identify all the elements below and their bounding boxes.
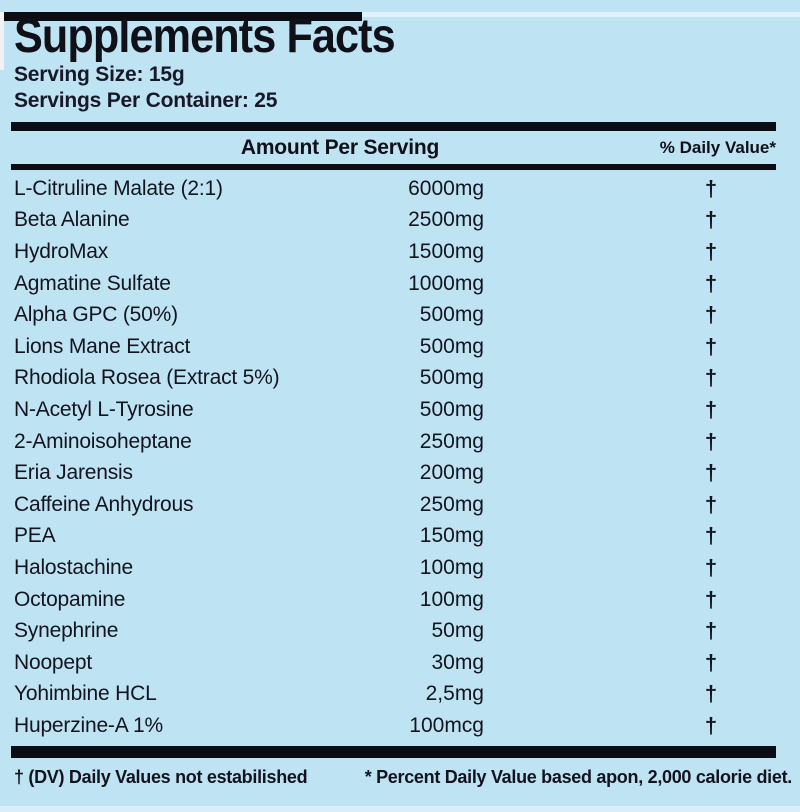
table-row: L-Citruline Malate (2:1) 6000mg †: [14, 173, 776, 205]
separator-bar-top: [11, 122, 776, 131]
ingredient-amount: 50mg: [431, 619, 484, 643]
separator-bar-bottom: [11, 745, 776, 758]
daily-value-dagger: †: [704, 554, 718, 580]
ingredient-amount: 250mg: [419, 429, 484, 453]
ingredient-name: Noopept: [14, 650, 92, 674]
table-row: Caffeine Anhydrous 250mg †: [14, 489, 776, 521]
daily-value-dagger: †: [704, 428, 718, 454]
ingredient-name: Rhodiola Rosea (Extract 5%): [14, 366, 280, 390]
table-row: Agmatine Sulfate 1000mg †: [14, 268, 776, 300]
ingredient-amount: 2500mg: [408, 208, 484, 232]
ingredient-name: HydroMax: [14, 239, 109, 263]
footnote-percent-daily-value: * Percent Daily Value based apon, 2,000 …: [364, 766, 793, 787]
daily-value-dagger: †: [704, 681, 718, 707]
table-row: Synephrine 50mg †: [14, 615, 776, 647]
ingredient-name: 2-Aminoisoheptane: [14, 429, 192, 453]
table-row: PEA 150mg †: [14, 521, 776, 553]
table-row: HydroMax 1500mg †: [14, 236, 776, 268]
daily-value-dagger: †: [704, 712, 718, 738]
daily-value-dagger: †: [704, 302, 718, 328]
ingredient-amount: 500mg: [419, 303, 484, 327]
daily-value-dagger: †: [704, 491, 718, 517]
ingredient-rows: L-Citruline Malate (2:1) 6000mg † Beta A…: [14, 173, 776, 742]
table-row: Alpha GPC (50%) 500mg †: [14, 299, 776, 331]
table-row: Halostachine 100mg †: [14, 552, 776, 584]
daily-value-dagger: †: [704, 333, 718, 359]
ingredient-name: N-Acetyl L-Tyrosine: [14, 397, 194, 421]
ingredient-name: Halostachine: [14, 555, 134, 579]
ingredient-amount: 100mg: [419, 555, 484, 579]
table-row: Noopept 30mg †: [14, 647, 776, 679]
footnotes: † (DV) Daily Values not estabilished * P…: [14, 765, 792, 789]
daily-value-dagger: †: [704, 586, 718, 612]
table-row: Huperzine-A 1% 100mcg †: [14, 710, 776, 742]
panel-title: Supplements Facts: [14, 10, 396, 63]
ingredient-name: Caffeine Anhydrous: [14, 492, 194, 516]
ingredient-name: Eria Jarensis: [14, 461, 133, 485]
ingredient-amount: 500mg: [419, 366, 484, 390]
ingredient-name: Synephrine: [14, 619, 119, 643]
daily-value-dagger: †: [704, 460, 718, 486]
ingredient-name: PEA: [14, 524, 56, 548]
servings-per-container: Servings Per Container: 25: [14, 89, 278, 112]
separator-bar-header: [11, 164, 776, 170]
ingredient-name: Beta Alanine: [14, 208, 130, 232]
footnote-daily-values: † (DV) Daily Values not estabilished: [14, 766, 308, 787]
table-row: Octopamine 100mg †: [14, 584, 776, 616]
ingredient-name: Agmatine Sulfate: [14, 271, 171, 295]
table-row: Lions Mane Extract 500mg †: [14, 331, 776, 363]
daily-value-dagger: †: [704, 649, 718, 675]
ingredient-amount: 30mg: [431, 650, 484, 674]
daily-value-dagger: †: [704, 207, 718, 233]
top-partial-black-bar: [4, 12, 362, 21]
column-header-amount: Amount Per Serving: [240, 135, 440, 159]
table-row: Eria Jarensis 200mg †: [14, 457, 776, 489]
supplement-facts-panel: Supplements Facts Serving Size: 15g Serv…: [0, 12, 800, 789]
ingredient-amount: 250mg: [419, 492, 484, 516]
table-row: 2-Aminoisoheptane 250mg †: [14, 426, 776, 458]
daily-value-dagger: †: [704, 396, 718, 422]
daily-value-dagger: †: [704, 523, 718, 549]
ingredient-name: Yohimbine HCL: [14, 682, 157, 706]
ingredient-amount: 500mg: [419, 397, 484, 421]
serving-size: Serving Size: 15g: [14, 63, 185, 86]
ingredient-amount: 200mg: [419, 461, 484, 485]
ingredient-name: L-Citruline Malate (2:1): [14, 176, 223, 200]
table-row: Yohimbine HCL 2,5mg †: [14, 679, 776, 711]
ingredient-amount: 1500mg: [408, 239, 484, 263]
daily-value-dagger: †: [704, 238, 718, 264]
ingredient-amount: 100mcg: [409, 713, 484, 737]
ingredient-amount: 500mg: [419, 334, 484, 358]
table-row: N-Acetyl L-Tyrosine 500mg †: [14, 394, 776, 426]
ingredient-amount: 6000mg: [408, 176, 484, 200]
ingredient-name: Huperzine-A 1%: [14, 713, 163, 737]
table-header: Amount Per Serving % Daily Value*: [14, 131, 776, 164]
table-row: Beta Alanine 2500mg †: [14, 205, 776, 237]
daily-value-dagger: †: [704, 270, 718, 296]
column-header-daily-value: % Daily Value*: [659, 137, 776, 157]
photo-edge-top-highlight: [0, 12, 800, 17]
photo-edge-bottom-highlight: [0, 806, 800, 812]
photo-edge-left-highlight: [0, 12, 4, 70]
daily-value-dagger: †: [704, 175, 718, 201]
ingredient-amount: 100mg: [419, 587, 484, 611]
ingredient-amount: 150mg: [419, 524, 484, 548]
daily-value-dagger: †: [704, 365, 718, 391]
table-row: Rhodiola Rosea (Extract 5%) 500mg †: [14, 363, 776, 395]
ingredient-amount: 2,5mg: [425, 682, 484, 706]
ingredient-name: Lions Mane Extract: [14, 334, 191, 358]
ingredient-name: Alpha GPC (50%): [14, 303, 178, 327]
ingredient-amount: 1000mg: [408, 271, 484, 295]
daily-value-dagger: †: [704, 618, 718, 644]
ingredient-name: Octopamine: [14, 587, 126, 611]
